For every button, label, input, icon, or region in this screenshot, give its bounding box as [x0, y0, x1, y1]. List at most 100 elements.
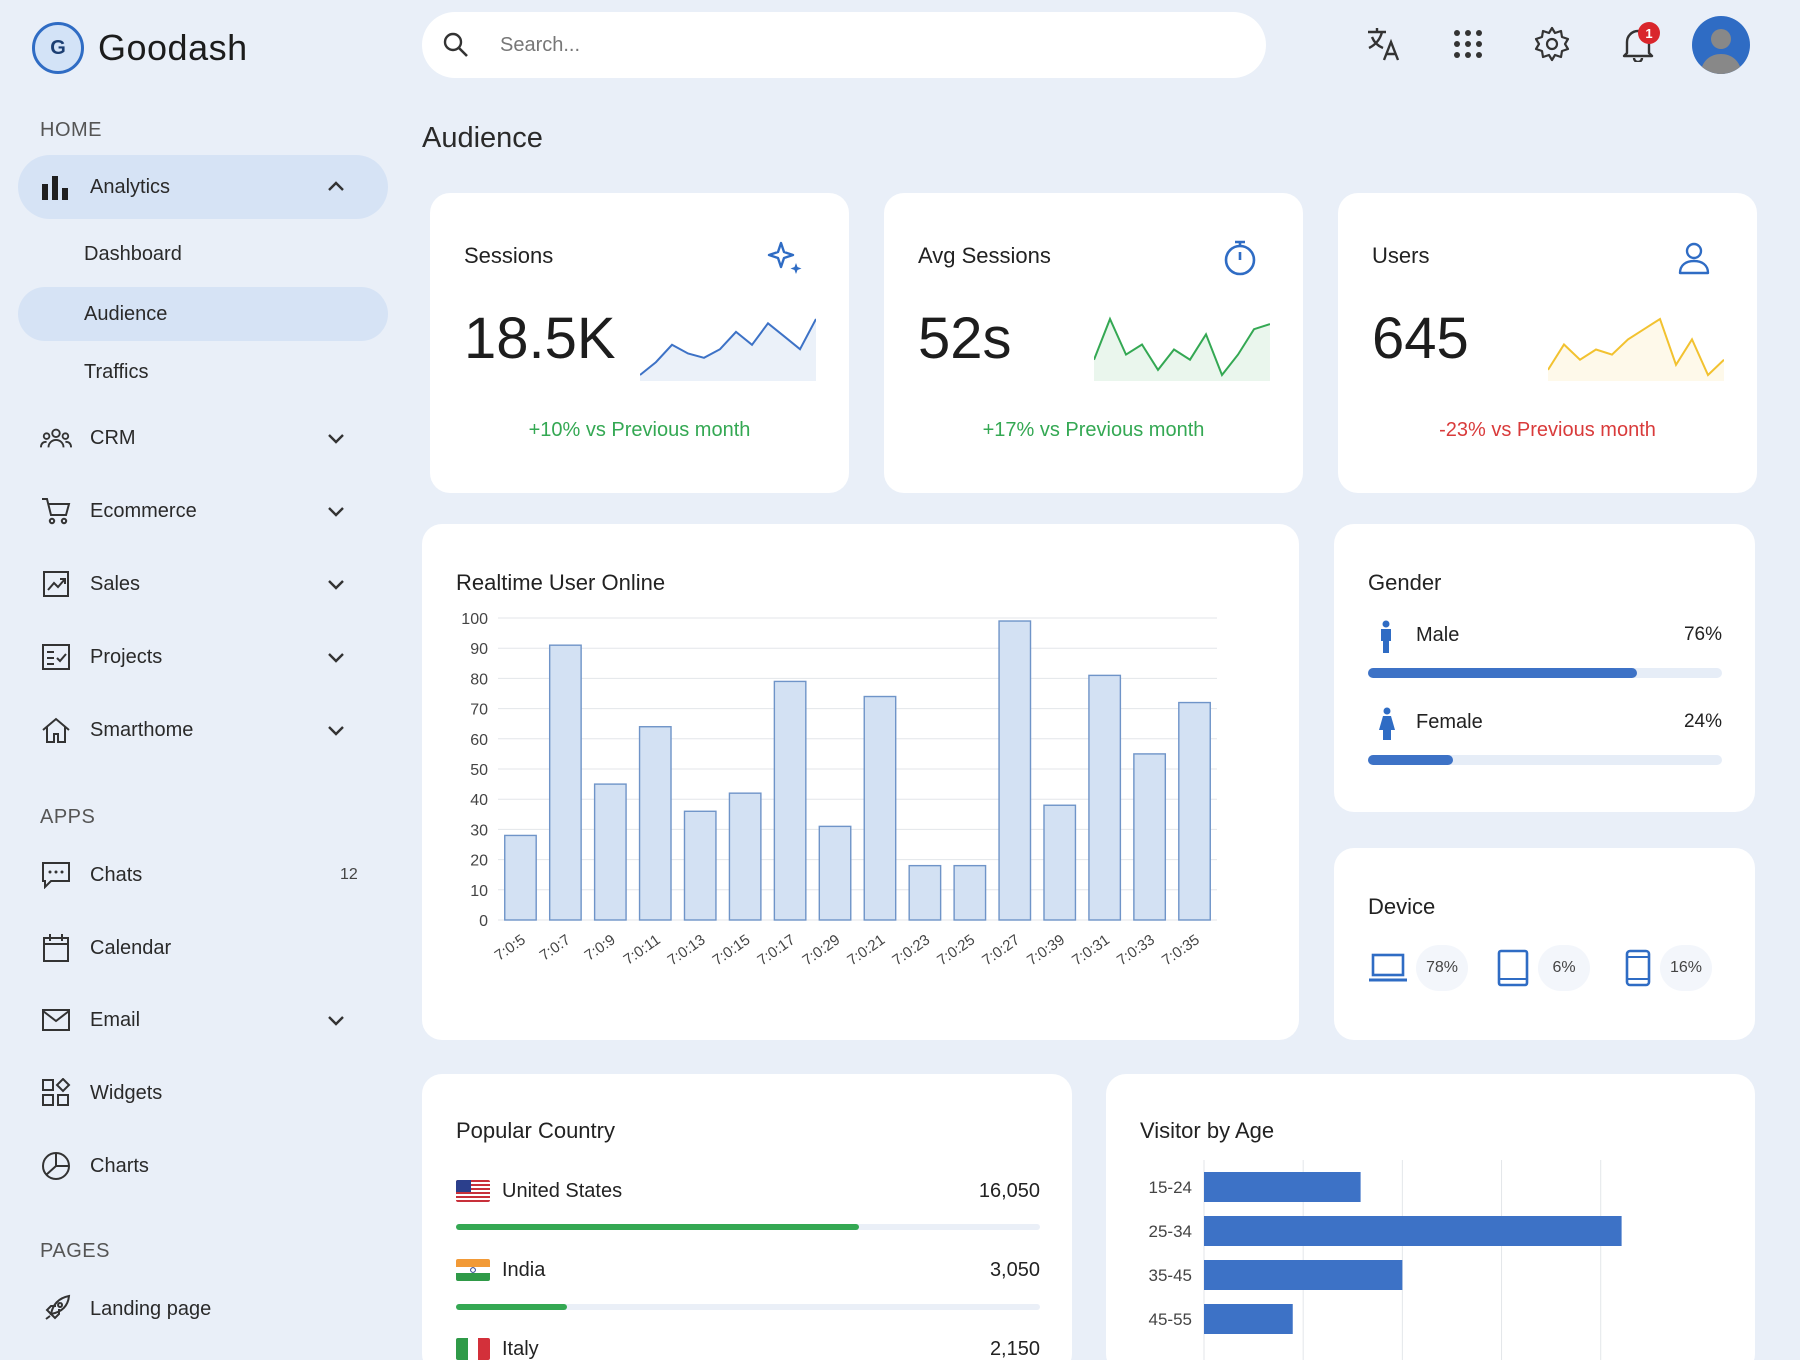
- device-percent: 78%: [1416, 945, 1468, 991]
- device-card: Device 78% 6% 16%: [1334, 848, 1755, 1040]
- settings-button[interactable]: [1530, 22, 1574, 66]
- age-bar[interactable]: [1204, 1260, 1403, 1290]
- age-bar[interactable]: [1204, 1216, 1622, 1246]
- search-icon[interactable]: [442, 31, 470, 59]
- sparkle-icon: [767, 241, 802, 274]
- device-phone: 16%: [1624, 944, 1712, 992]
- sidebar-item-label: Calendar: [90, 936, 172, 959]
- age-bar[interactable]: [1204, 1304, 1293, 1334]
- chevron-down-icon[interactable]: [324, 572, 348, 596]
- male-progress-fill: [1368, 668, 1638, 678]
- user-icon: [1678, 242, 1710, 275]
- chart-bar[interactable]: [1178, 701, 1211, 921]
- country-title: Popular Country: [456, 1118, 615, 1143]
- visitor-age-bar-chart: 15-24 25-34 35-45 45-55: [1149, 1160, 1622, 1360]
- chevron-down-icon[interactable]: [324, 1008, 348, 1032]
- device-percent: 6%: [1538, 945, 1590, 991]
- gender-card: Gender Male 76% Female 24%: [1334, 524, 1755, 812]
- home-icon: [40, 714, 72, 746]
- chart-bar[interactable]: [593, 783, 627, 921]
- apps-grid-button[interactable]: [1446, 22, 1490, 66]
- chart-bar[interactable]: [504, 834, 537, 921]
- search-input[interactable]: [500, 26, 1200, 64]
- sparkline-area: [1548, 319, 1724, 381]
- chart-bar[interactable]: [818, 825, 852, 921]
- chevron-down-icon[interactable]: [324, 499, 348, 523]
- brand-name: Goodash: [98, 27, 248, 68]
- chart-bar[interactable]: [1043, 804, 1077, 921]
- chevron-down-icon[interactable]: [324, 645, 348, 669]
- laptop-icon: [1369, 953, 1407, 982]
- search-bar[interactable]: [422, 12, 1266, 78]
- gear-icon: [1534, 26, 1570, 62]
- translate-button[interactable]: [1362, 22, 1406, 66]
- x-tick-label: 7:0:9: [582, 931, 619, 964]
- chart-bar[interactable]: [728, 792, 762, 921]
- y-tick-label: 60: [470, 732, 488, 749]
- tablet-icon: [1497, 949, 1529, 987]
- brand-logo: G: [32, 22, 84, 74]
- brand[interactable]: G Goodash: [32, 20, 248, 76]
- sidebar-item-charts[interactable]: Charts: [18, 1134, 388, 1198]
- y-tick-label: 30: [470, 822, 488, 839]
- gender-label: Female: [1416, 711, 1483, 733]
- chart-bar[interactable]: [548, 644, 582, 921]
- sidebar-item-email[interactable]: Email: [18, 988, 388, 1052]
- avatar[interactable]: [1692, 16, 1750, 74]
- chart-bar[interactable]: [1133, 753, 1167, 921]
- y-tick-label: 80: [470, 671, 488, 688]
- x-tick-label: 7:0:39: [1024, 931, 1068, 969]
- x-tick-label: 7:0:15: [710, 931, 754, 969]
- checklist-icon: [40, 641, 72, 673]
- chart-bar[interactable]: [863, 695, 897, 921]
- sidebar-subitem-audience[interactable]: Audience: [18, 287, 388, 341]
- stat-delta: -23% vs Previous month: [1439, 419, 1656, 441]
- sidebar-item-chats[interactable]: Chats 12: [18, 843, 388, 907]
- y-tick-label: 90: [470, 641, 488, 658]
- sidebar-subitem-traffics[interactable]: Traffics: [18, 345, 388, 399]
- chart-bar[interactable]: [998, 620, 1032, 921]
- chart-bar[interactable]: [638, 726, 672, 921]
- chart-bar[interactable]: [953, 864, 987, 921]
- chevron-up-icon[interactable]: [324, 175, 348, 199]
- realtime-chart-card: Realtime User Online 0 10 20 30 40 50 60 70 80 90…: [422, 524, 1299, 1040]
- sidebar-subitem-dashboard[interactable]: Dashboard: [18, 227, 388, 281]
- chart-bar[interactable]: [1088, 674, 1122, 921]
- x-tick-label: 7:0:25: [934, 931, 978, 969]
- y-tick-label: 10: [470, 883, 488, 900]
- gender-label: Male: [1416, 624, 1460, 646]
- popular-country-card: Popular Country United States 16,050 Ind…: [422, 1074, 1072, 1360]
- gender-title: Gender: [1368, 570, 1442, 595]
- chevron-down-icon[interactable]: [324, 718, 348, 742]
- sidebar-item-sales[interactable]: Sales: [18, 552, 388, 616]
- male-icon: [1381, 620, 1391, 653]
- sidebar-item-analytics[interactable]: Analytics: [18, 155, 388, 219]
- stat-card-sessions: Sessions 18.5K +10% vs Previous month: [430, 193, 849, 493]
- sidebar-item-calendar[interactable]: Calendar: [18, 916, 388, 980]
- chevron-down-icon[interactable]: [324, 426, 348, 450]
- visitor-age-card: Visitor by Age 15-24 25-34 35-45 45-55: [1106, 1074, 1755, 1360]
- sidebar-item-ecommerce[interactable]: Ecommerce: [18, 479, 388, 543]
- sidebar-item-smarthome[interactable]: Smarthome: [18, 698, 388, 762]
- sidebar-item-landing-page[interactable]: Landing page: [18, 1277, 388, 1341]
- country-row-india: India 3,050: [456, 1255, 1040, 1285]
- x-tick-label: 7:0:21: [844, 931, 888, 969]
- chart-bar[interactable]: [683, 810, 717, 921]
- users-sparkline: [1548, 317, 1724, 381]
- sidebar-item-label: Projects: [90, 645, 163, 668]
- device-laptop: 78%: [1368, 944, 1468, 992]
- sidebar-item-crm[interactable]: CRM: [18, 406, 388, 470]
- device-title: Device: [1368, 894, 1436, 919]
- sidebar-item-widgets[interactable]: Widgets: [18, 1061, 388, 1125]
- chart-bar[interactable]: [773, 680, 807, 921]
- sidebar-item-projects[interactable]: Projects: [18, 625, 388, 689]
- country-name: Italy: [502, 1338, 539, 1360]
- user-avatar-icon: [1700, 29, 1742, 74]
- cart-icon: [40, 495, 72, 527]
- x-tick-label: 7:0:17: [754, 931, 798, 969]
- chart-bar[interactable]: [908, 864, 942, 921]
- age-bar[interactable]: [1204, 1172, 1361, 1202]
- stat-value: 18.5K: [464, 306, 616, 371]
- notifications-button[interactable]: 1: [1616, 22, 1660, 66]
- sidebar-item-label: Email: [90, 1008, 141, 1031]
